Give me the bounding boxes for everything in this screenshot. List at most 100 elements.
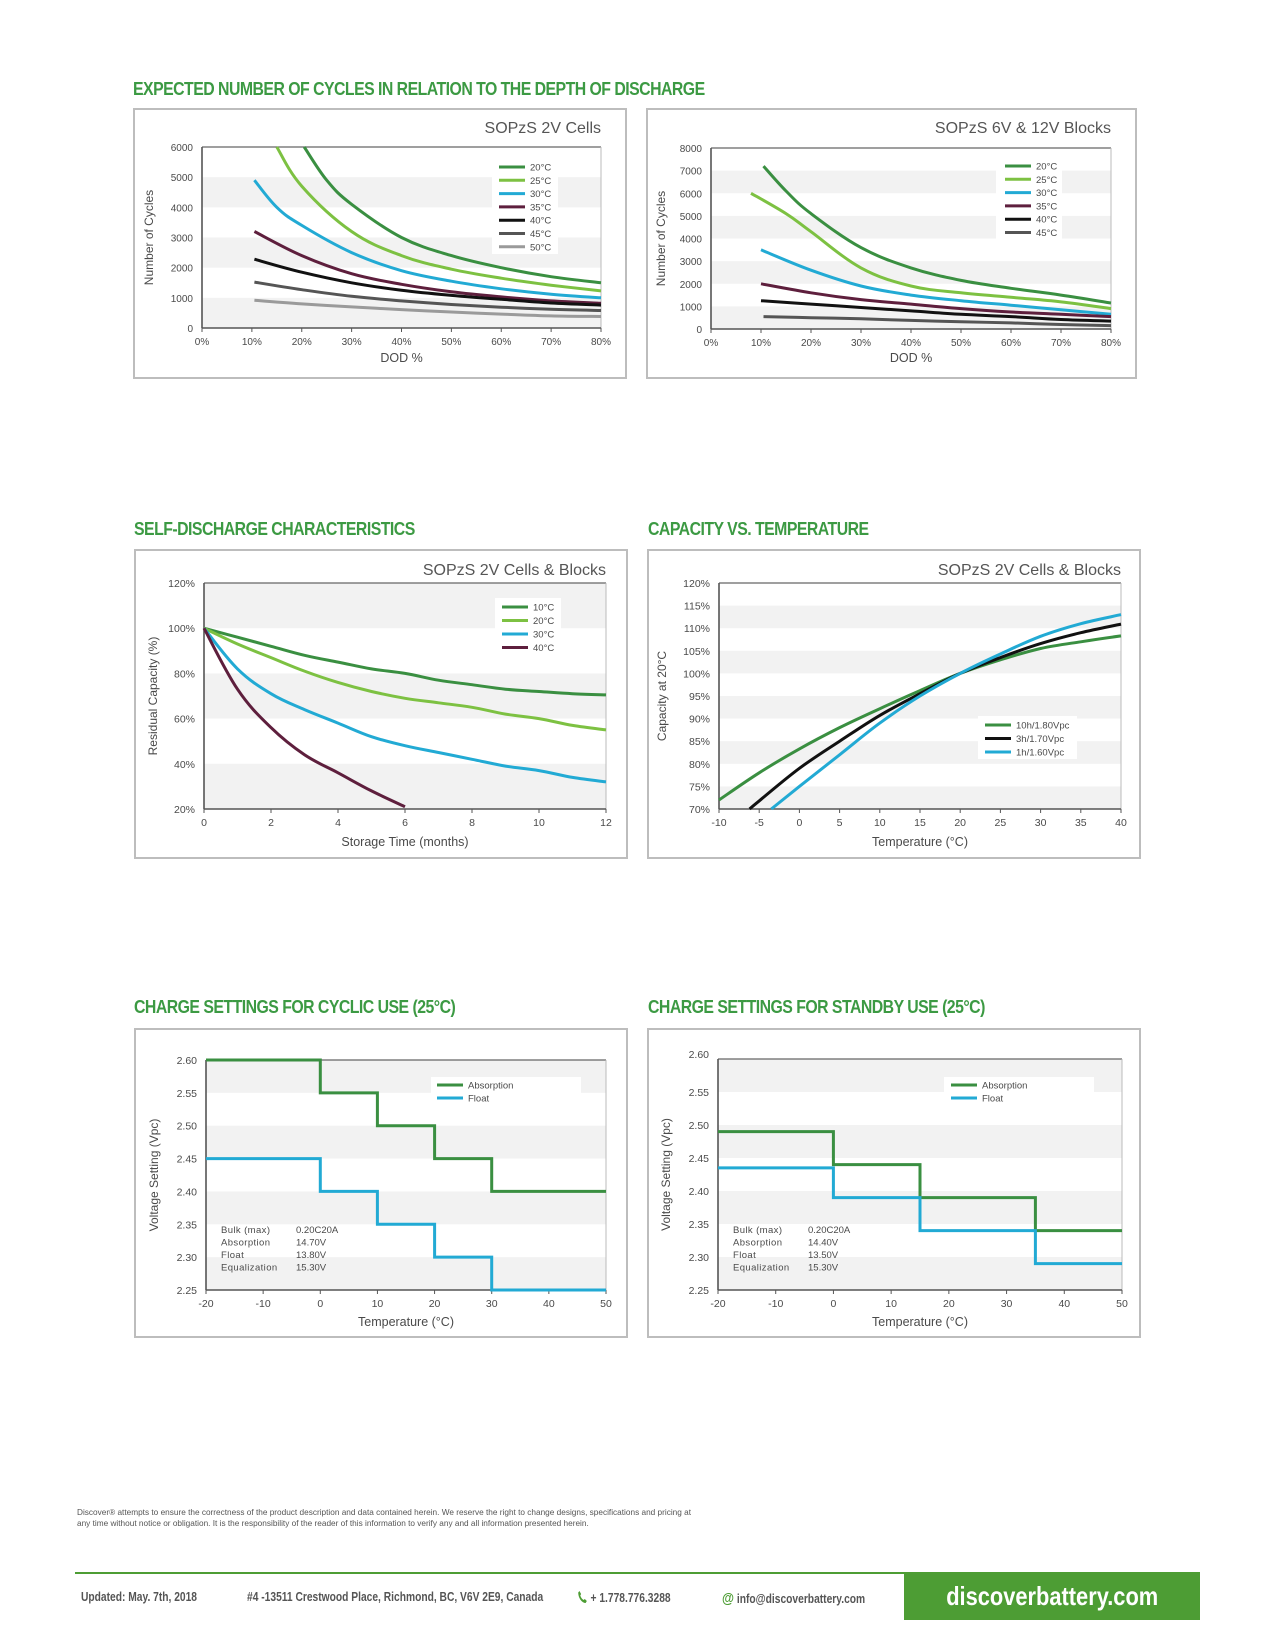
- series-line-30-c: [760, 248, 1112, 316]
- y-tick-label: 2.55: [177, 1088, 198, 1100]
- cyclic-section-title: CHARGE SETTINGS FOR CYCLIC USE (25°C): [134, 997, 456, 1017]
- cycles-blocks-frame: [646, 108, 1137, 379]
- legend-label: 25°C: [1036, 175, 1057, 186]
- series-line-40-c: [202, 627, 406, 809]
- x-tick-label: 20%: [801, 338, 821, 349]
- y-tick-label: 120%: [168, 578, 195, 590]
- x-axis-label: Temperature (°C): [358, 1315, 454, 1329]
- footer-email-text: info@discoverbattery.com: [736, 1592, 866, 1606]
- footer-phone[interactable]: + 1.778.776.3288: [577, 1590, 671, 1605]
- x-tick-label: 30: [1001, 1298, 1013, 1310]
- legend-label: 10h/1.80Vpc: [1016, 721, 1070, 732]
- disclaimer: Discover® attempts to ensure the correct…: [77, 1507, 691, 1529]
- legend-label: 30°C: [533, 630, 554, 641]
- chart-cycles-blocks: 0% 10% 20% 30% 40% 50% 60% 70% 80% 0 1000 2000 3000 4…: [654, 120, 1121, 365]
- settings-label: Bulk (max): [221, 1225, 270, 1236]
- y-axis-label: Voltage Setting (Vpc): [659, 1118, 673, 1231]
- legend-label: 3h/1.70Vpc: [1016, 734, 1064, 745]
- x-tick-label: 40%: [391, 337, 411, 348]
- x-tick-label: 12: [600, 817, 612, 829]
- x-tick-label: 10%: [242, 337, 262, 348]
- x-axis-label: Temperature (°C): [872, 1315, 968, 1329]
- y-tick-label: 75%: [689, 781, 710, 793]
- legend-label: 10°C: [533, 603, 554, 614]
- x-tick-label: 60%: [491, 337, 511, 348]
- x-tick-label: 30%: [342, 337, 362, 348]
- y-tick-label: 2.30: [177, 1252, 198, 1264]
- chart-self-discharge: 0 2 4 6 8 10 12 20% 40% 60% 80% 100% 120% Storage Tim…: [146, 562, 612, 849]
- legend-label: 40°C: [1036, 215, 1057, 226]
- grid-band: [718, 1125, 1122, 1158]
- settings-label: Equalization: [733, 1263, 790, 1274]
- legend-label: 45°C: [1036, 228, 1057, 239]
- chart-title: SOPzS 2V Cells & Blocks: [423, 562, 606, 579]
- y-axis-label: Number of Cycles: [654, 191, 668, 286]
- series-line-40-c: [253, 257, 602, 307]
- y-tick-label: 80%: [689, 759, 710, 771]
- legend-label: 40°C: [533, 643, 554, 654]
- website-banner[interactable]: discoverbattery.com: [904, 1572, 1200, 1620]
- y-tick-label: 90%: [689, 714, 710, 726]
- x-tick-label: 15: [914, 817, 926, 829]
- y-tick-label: 8000: [680, 144, 703, 155]
- standby-section-title: CHARGE SETTINGS FOR STANDBY USE (25°C): [648, 997, 985, 1017]
- x-tick-label: 50: [1116, 1298, 1128, 1310]
- legend-background: [996, 158, 1062, 241]
- x-tick-label: 10: [885, 1298, 897, 1310]
- y-tick-label: 2.35: [177, 1219, 198, 1231]
- x-tick-label: 40%: [901, 338, 921, 349]
- y-tick-label: 115%: [684, 601, 710, 613]
- legend-label: 30°C: [530, 189, 551, 200]
- y-tick-label: 60%: [174, 714, 195, 726]
- x-tick-label: 20%: [292, 337, 312, 348]
- series-line-25-c: [750, 191, 1112, 311]
- legend-label: 50°C: [530, 242, 551, 253]
- capacity-section-title: CAPACITY VS. TEMPERATURE: [648, 519, 869, 539]
- series-line-10-c: [203, 626, 607, 697]
- x-tick-label: 2: [268, 817, 274, 829]
- chart-title: SOPzS 6V & 12V Blocks: [935, 120, 1111, 137]
- legend-label: 20°C: [1036, 162, 1057, 173]
- legend-label: Absorption: [982, 1081, 1027, 1092]
- y-tick-label: 20%: [174, 804, 195, 816]
- y-tick-label: 2.50: [689, 1120, 710, 1132]
- chart-cycles-2v: 0% 10% 20% 30% 40% 50% 60% 70% 80% 0 1000 2000 3000 4…: [142, 120, 611, 365]
- x-tick-label: 4: [335, 817, 341, 829]
- series-line-20-c: [762, 165, 1112, 305]
- grid-band: [711, 261, 1111, 284]
- y-tick-label: 2.30: [689, 1252, 710, 1264]
- series-line-35-c: [760, 282, 1112, 319]
- y-tick-label: 6000: [171, 143, 194, 154]
- y-tick-label: 5000: [680, 212, 703, 223]
- y-tick-label: 2.50: [177, 1121, 198, 1133]
- y-tick-label: 2000: [171, 264, 194, 275]
- y-tick-label: 2000: [680, 280, 703, 291]
- series-line-1h-1-60vpc: [770, 613, 1122, 811]
- y-tick-label: 7000: [680, 167, 703, 178]
- chart-charge-cyclic: -20 -10 0 10 20 30 40 50 2.25 2.30 2.35 2.40 2.45 2.5…: [147, 1055, 612, 1329]
- series-line-absorption: [718, 1130, 1122, 1233]
- x-axis-label: Storage Time (months): [341, 835, 468, 849]
- series-line-40-c: [760, 299, 1112, 323]
- settings-value: 15.30V: [808, 1263, 839, 1274]
- x-tick-label: 60%: [1001, 338, 1021, 349]
- settings-value: 0.20C20A: [296, 1225, 339, 1236]
- series-line-30-c: [202, 627, 607, 784]
- chart-title: SOPzS 2V Cells & Blocks: [938, 562, 1121, 579]
- settings-label: Absorption: [733, 1238, 782, 1249]
- x-axis-label: Temperature (°C): [872, 835, 968, 849]
- series-line-10h-1-80vpc: [718, 634, 1122, 802]
- x-tick-label: -5: [755, 817, 764, 829]
- at-icon: @: [722, 1590, 735, 1607]
- y-tick-label: 4000: [171, 203, 194, 214]
- x-tick-label: 40: [543, 1298, 555, 1310]
- x-tick-label: 0%: [704, 338, 719, 349]
- y-axis-label: Residual Capacity (%): [146, 637, 160, 756]
- legend-label: 40°C: [530, 216, 551, 227]
- legend-label: 30°C: [1036, 188, 1057, 199]
- series-line-35-c: [253, 230, 602, 305]
- x-tick-label: 0: [796, 817, 802, 829]
- x-axis-label: DOD %: [380, 351, 422, 365]
- footer-email[interactable]: @ info@discoverbattery.com: [722, 1590, 865, 1607]
